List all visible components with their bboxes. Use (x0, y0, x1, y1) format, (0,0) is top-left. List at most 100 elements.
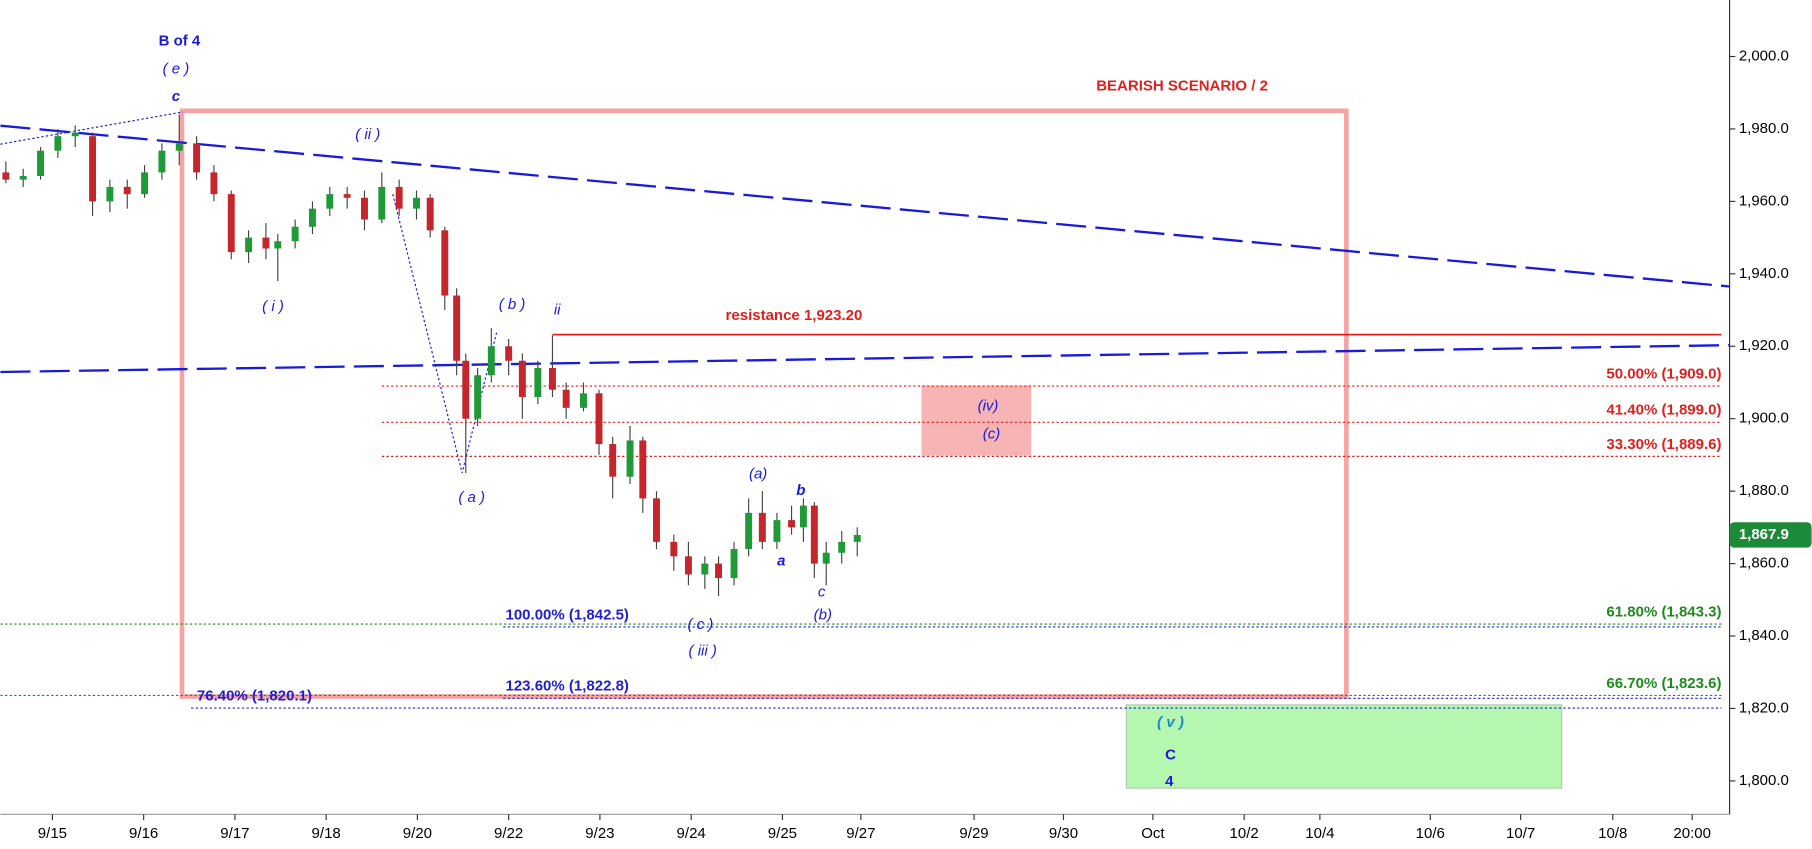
candle-body (810, 505, 818, 564)
wave-label: BEARISH SCENARIO / 2 (1096, 78, 1268, 95)
y-tick-label: 1,820.0 (1739, 699, 1789, 716)
wave-label: ( i ) (262, 298, 284, 315)
wave-label: ( ii ) (355, 126, 380, 143)
x-tick-label: 9/27 (846, 825, 875, 842)
wave-label: a (777, 552, 785, 569)
candle-body (395, 186, 403, 209)
candle-body (518, 360, 526, 397)
candle-body (562, 389, 570, 408)
candle-body (2, 172, 10, 180)
candle-body (309, 208, 316, 227)
y-tick-label: 1,900.0 (1739, 410, 1789, 427)
candle-body (37, 150, 45, 177)
candle-body (534, 367, 542, 397)
wave-label: (c) (983, 425, 1001, 442)
level-label: 76.40% (1,820.1) (197, 688, 312, 705)
x-tick-label: 9/25 (768, 825, 797, 842)
trendline (0, 111, 184, 145)
wave-label: 4 (1165, 773, 1174, 790)
candle-body (838, 541, 846, 553)
candle-body (426, 197, 434, 231)
wave-label: ( e ) (163, 60, 190, 77)
candle-body (715, 563, 723, 579)
candle-body (106, 186, 114, 202)
wave-label: (b) (814, 607, 832, 624)
y-tick-label: 1,860.0 (1739, 555, 1789, 572)
wave-label: (a) (749, 466, 767, 483)
wave-label: c (172, 88, 181, 105)
x-tick-label: 10/8 (1598, 825, 1627, 842)
candle-body (326, 194, 334, 209)
candle-body (799, 505, 807, 528)
candle-body (505, 346, 513, 361)
level-label: 41.40% (1,899.0) (1606, 402, 1721, 419)
zone (1125, 704, 1563, 789)
level-label: 123.60% (1,822.8) (505, 678, 628, 695)
candle-body (71, 132, 79, 137)
y-tick-label: 1,980.0 (1739, 120, 1789, 137)
x-tick-label: 9/29 (959, 825, 988, 842)
x-tick-label: 9/24 (677, 825, 706, 842)
x-tick-label: 10/7 (1506, 825, 1535, 842)
candle-body (227, 194, 235, 253)
y-tick-label: 1,880.0 (1739, 482, 1789, 499)
zone (179, 108, 1349, 699)
candle-body (343, 194, 351, 198)
wave-label: ( b ) (499, 296, 526, 313)
candle-body (822, 552, 830, 564)
candle-body (291, 226, 299, 242)
y-tick-label: 2,000.0 (1739, 47, 1789, 64)
wave-label: ii (554, 302, 561, 319)
candle-body (141, 172, 149, 195)
candle-body (758, 512, 766, 542)
level-label: 33.30% (1,889.6) (1606, 436, 1721, 453)
y-tick-label: 1,940.0 (1739, 265, 1789, 282)
candle-body (701, 563, 709, 575)
wave-label: B of 4 (159, 33, 201, 50)
x-tick-label: 10/4 (1305, 825, 1334, 842)
level-label: 100.00% (1,842.5) (505, 606, 628, 623)
candle-body (474, 375, 482, 419)
candle-body (210, 172, 218, 195)
candle-body (262, 237, 270, 249)
candle-body (361, 197, 368, 220)
x-tick-label: 9/15 (38, 825, 67, 842)
wave-label: ( c ) (687, 616, 713, 633)
candle-body (626, 440, 634, 477)
x-tick-label: 9/23 (585, 825, 614, 842)
candle-body (548, 367, 556, 390)
wave-label: b (796, 482, 805, 499)
candle-body (378, 186, 386, 220)
level-label: 50.00% (1,909.0) (1606, 366, 1721, 383)
candle-body (413, 197, 420, 209)
candle-body (175, 143, 183, 151)
wave-label: c (818, 584, 826, 601)
x-tick-label: 9/30 (1049, 825, 1078, 842)
candle-body (653, 498, 660, 542)
candle-body (639, 440, 647, 499)
y-tick-label: 1,920.0 (1739, 337, 1789, 354)
candle-body (580, 393, 587, 408)
wave-label: ( a ) (458, 489, 485, 506)
trendline (0, 124, 1730, 288)
candle-body (684, 556, 692, 575)
x-tick-label: 20:00 (1673, 825, 1711, 842)
wave-label: C (1165, 746, 1176, 763)
candle-body (462, 360, 470, 419)
candle-body (274, 241, 282, 249)
zone (921, 385, 1032, 456)
x-tick-label: 9/20 (403, 825, 432, 842)
x-tick-label: Oct (1141, 825, 1165, 842)
candle-body (441, 230, 449, 296)
x-tick-label: 10/2 (1230, 825, 1259, 842)
candle-body (89, 136, 97, 202)
last-price-tag (1729, 522, 1812, 548)
candle-body (193, 143, 201, 173)
trendline (0, 344, 1730, 374)
y-tick-label: 1,840.0 (1739, 627, 1789, 644)
candle-body (670, 541, 678, 557)
trendline (392, 194, 498, 474)
x-tick-label: 9/16 (129, 825, 158, 842)
level-label: 66.70% (1,823.6) (1606, 675, 1721, 692)
